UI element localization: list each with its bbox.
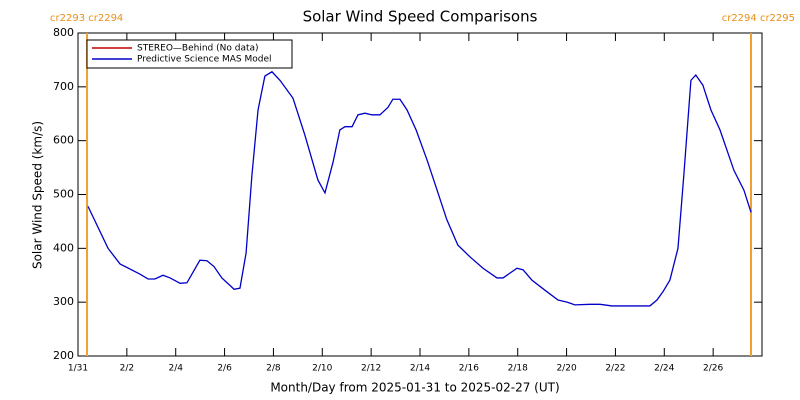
- legend-label: STEREO—Behind (No data): [137, 44, 259, 54]
- x-tick-label: 2/10: [312, 364, 332, 374]
- x-tick-label: 2/18: [508, 364, 528, 374]
- y-axis-label: Solar Wind Speed (km/s): [31, 121, 45, 269]
- carrington-label: cr2294 cr2295: [722, 13, 795, 24]
- legend-label: Predictive Science MAS Model: [137, 55, 272, 65]
- y-tick-label: 800: [53, 26, 74, 39]
- x-tick-label: 2/16: [459, 364, 479, 374]
- y-tick-label: 400: [53, 241, 74, 254]
- legend-box: [86, 39, 293, 69]
- y-tick-label: 500: [53, 188, 74, 201]
- y-tick-label: 700: [53, 80, 74, 93]
- series-line: [87, 70, 752, 307]
- chart-title: Solar Wind Speed Comparisons: [303, 8, 538, 26]
- x-tick-label: 2/12: [361, 364, 381, 374]
- x-axis-label: Month/Day from 2025-01-31 to 2025-02-27 …: [270, 381, 559, 395]
- x-tick-label: 2/20: [556, 364, 576, 374]
- x-tick-label: 2/14: [410, 364, 430, 374]
- y-tick-label: 300: [53, 295, 74, 308]
- x-tick-label: 2/8: [266, 364, 281, 374]
- x-tick-label: 2/26: [703, 364, 723, 374]
- x-tick-label: 2/4: [168, 364, 183, 374]
- y-tick-label: 600: [53, 134, 74, 147]
- x-tick-label: 2/2: [120, 364, 134, 374]
- y-tick-label: 200: [53, 349, 74, 362]
- x-tick-label: 2/6: [217, 364, 232, 374]
- x-tick-label: 1/31: [68, 364, 88, 374]
- carrington-label: cr2293 cr2294: [50, 13, 123, 24]
- x-tick-label: 2/22: [605, 364, 625, 374]
- x-tick-label: 2/24: [654, 364, 674, 374]
